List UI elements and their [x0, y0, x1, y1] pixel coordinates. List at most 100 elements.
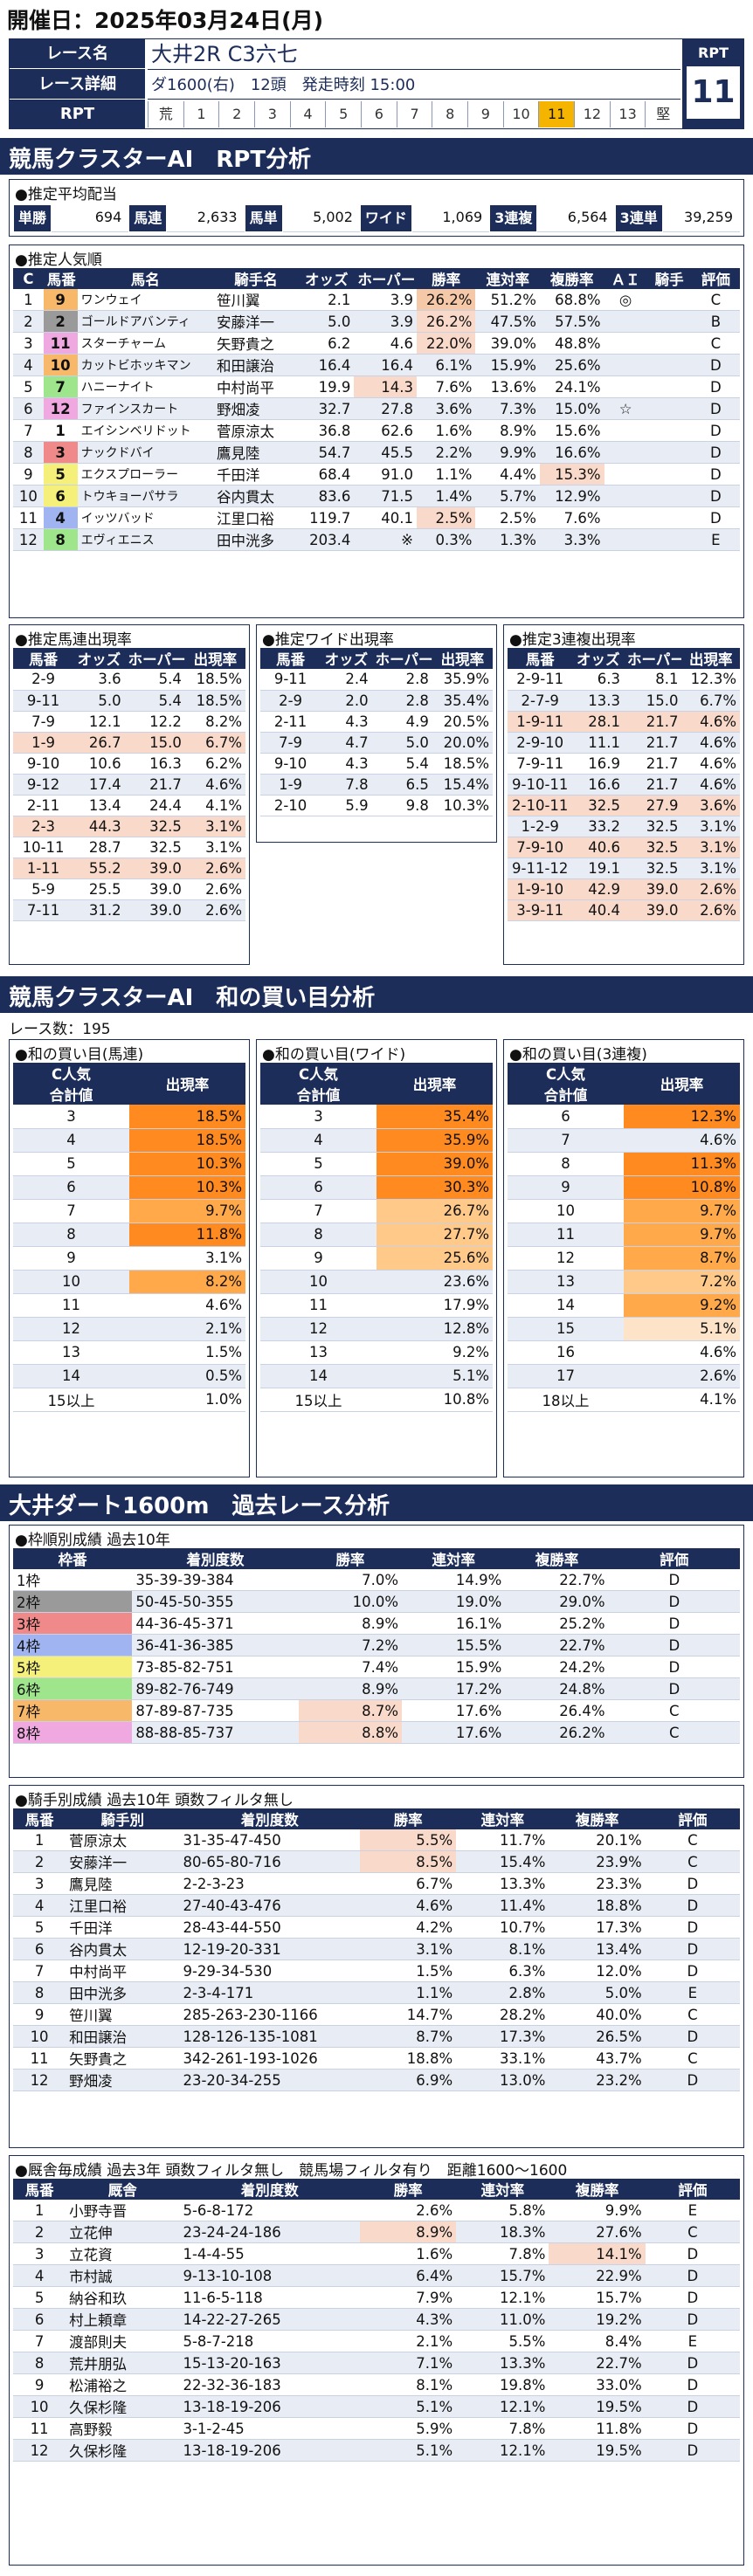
- name: 中村尚平: [66, 1960, 180, 1982]
- rpt-cell: 13: [609, 101, 646, 127]
- sum-value: 15以上: [260, 1388, 376, 1412]
- top3-rate: 7.6%: [539, 506, 604, 529]
- top2-rate: 18.3%: [456, 2221, 549, 2243]
- table-row: 15 5.1%: [508, 1317, 740, 1341]
- top2-rate: 15.5%: [402, 1634, 506, 1656]
- sum-value: 5: [260, 1152, 376, 1176]
- record: 13-18-19-206: [179, 2439, 360, 2462]
- rating: D: [608, 1677, 740, 1700]
- table-row: 9 笹川翼 285-263-230-1166 14.7% 28.2% 40.0% C: [13, 2003, 740, 2026]
- rate: 6.7%: [184, 732, 245, 754]
- win-rate: 2.6%: [359, 2200, 457, 2221]
- rate: 9.2%: [376, 1340, 493, 1365]
- hopper: 39.0: [623, 878, 682, 900]
- rank-cell: 7: [13, 419, 44, 442]
- horse-number: 12: [13, 2439, 66, 2462]
- column-header: 勝率: [359, 1808, 457, 1829]
- trio-caption: ●推定3連複出現率: [509, 631, 636, 649]
- odds: 36.8: [299, 419, 355, 442]
- rate: 25.6%: [376, 1246, 493, 1271]
- table-row: 8 27.7%: [260, 1223, 493, 1247]
- trio-box: ●推定3連複出現率 馬番 オッズ ホーパー 出現率 2-9-11 6.3 8.1 12.3% 2…: [503, 624, 744, 965]
- column-header: 馬番: [13, 1808, 66, 1829]
- record: 9-13-10-108: [179, 2264, 360, 2287]
- rate-header: 出現率: [376, 1063, 493, 1105]
- top2-rate: 51.2%: [475, 289, 540, 311]
- rate: 3.1%: [681, 816, 740, 837]
- top3-rate: 25.6%: [539, 354, 604, 376]
- rate: 7.2%: [624, 1270, 740, 1294]
- column-header: 馬番: [43, 268, 78, 289]
- table-row: 14 9.2%: [508, 1293, 740, 1318]
- name: 和田譲治: [66, 2025, 180, 2048]
- rate: 4.6%: [681, 732, 740, 754]
- rpt-cell: 3: [254, 101, 290, 127]
- sum-value: 8: [13, 1223, 129, 1247]
- combo: 9-11-12: [508, 858, 573, 879]
- sum-value: 13: [508, 1270, 624, 1294]
- payout-row: 単勝 694 馬連 2,633 馬単 5,002 ワイド 1,069 3連複 6,564 3連単 39…: [13, 204, 741, 232]
- combo: 7-9-11: [508, 753, 573, 775]
- hopper: 62.6: [354, 419, 417, 442]
- record: 31-35-47-450: [179, 1829, 360, 1851]
- rating: D: [691, 506, 740, 529]
- rpt-cell: 堅: [645, 101, 680, 127]
- rate: 10.8%: [624, 1175, 740, 1200]
- combo: 2-9: [260, 690, 321, 712]
- column-header: オッズ: [73, 648, 125, 669]
- record: 5-6-8-172: [179, 2200, 360, 2221]
- sum-value: 14: [260, 1364, 376, 1388]
- rate: 12.8%: [376, 1317, 493, 1341]
- top3-rate: 3.3%: [539, 528, 604, 551]
- header-line-2: 合計値: [543, 1087, 588, 1104]
- rate: 4.1%: [624, 1388, 740, 1412]
- rpt-scale: 荒 1 2 3 4 5 6 7 8 9 10 11 12 13 堅: [148, 101, 680, 127]
- record: 50-45-50-355: [132, 1590, 299, 1613]
- combo: 7-11: [13, 899, 74, 921]
- top3-rate: 24.1%: [539, 375, 604, 398]
- name: 鷹見陸: [66, 1872, 180, 1895]
- rpt-cell: 10: [502, 101, 539, 127]
- top2-rate: 12.1%: [456, 2286, 549, 2309]
- win-rate: 1.6%: [359, 2242, 457, 2265]
- frame: 3枠: [13, 1612, 133, 1635]
- ai-mark: [604, 354, 647, 376]
- hopper: 15.0: [124, 732, 185, 754]
- name: 千田洋: [66, 1916, 180, 1939]
- horse-number: 3: [13, 1872, 66, 1895]
- column-header: 評価: [691, 268, 740, 289]
- horse-name: ワンウェイ: [77, 289, 213, 311]
- rate: 27.7%: [376, 1223, 493, 1247]
- rate: 18.5%: [184, 669, 245, 691]
- rating: D: [645, 2025, 740, 2048]
- rank-cell: 2: [13, 310, 44, 333]
- name: 久保杉隆: [66, 2395, 180, 2418]
- table-row: 11 4.6%: [13, 1293, 245, 1318]
- hopper: 21.7: [623, 774, 682, 796]
- column-header: 騎手別: [66, 1808, 180, 1829]
- table-row: 8 3 ナックドバイ 鷹見陸 54.7 45.5 2.2% 9.9% 16.6% D: [13, 441, 740, 464]
- horse-number: 10: [43, 354, 78, 376]
- rate: 17.9%: [376, 1293, 493, 1318]
- race-count: レース数：195: [9, 1021, 111, 1038]
- frame-box: ●枠順別成績 過去10年 枠番 着別度数 勝率 連対率 複勝率 評価 1枠 35-39-39-…: [9, 1525, 744, 1778]
- sum-value: 11: [260, 1293, 376, 1318]
- hopper: 5.0: [371, 732, 432, 754]
- table-row: 9 25.6%: [260, 1246, 493, 1271]
- combo: 2-9-11: [508, 669, 573, 691]
- rating: C: [691, 332, 740, 355]
- rating: D: [645, 2352, 740, 2374]
- column-header: ＡＩ: [604, 268, 647, 289]
- column-header: 評価: [645, 1808, 740, 1829]
- win-rate: 8.9%: [359, 2221, 457, 2243]
- ai-mark: [604, 441, 647, 464]
- table-row: 1-11 55.2 39.0 2.6%: [13, 858, 245, 879]
- record: 73-85-82-751: [132, 1656, 299, 1678]
- rpt-cell: 12: [574, 101, 610, 127]
- popular-table: C 馬番 馬名 騎手名 オッズ ホーパー 勝率 連対率 複勝率 ＡＩ 騎手 評価 1 9 ワンウェイ 笹川翼 2…: [13, 268, 740, 551]
- rpt-cell: 荒: [148, 101, 183, 127]
- table-row: 1-2-9 33.2 32.5 3.1%: [508, 816, 740, 837]
- name: 田中洸多: [66, 1981, 180, 2004]
- rating: D: [608, 1656, 740, 1678]
- table-row: 3 11 スターチャーム 矢野貴之 6.2 4.6 22.0% 39.0% 48.8% C: [13, 332, 740, 355]
